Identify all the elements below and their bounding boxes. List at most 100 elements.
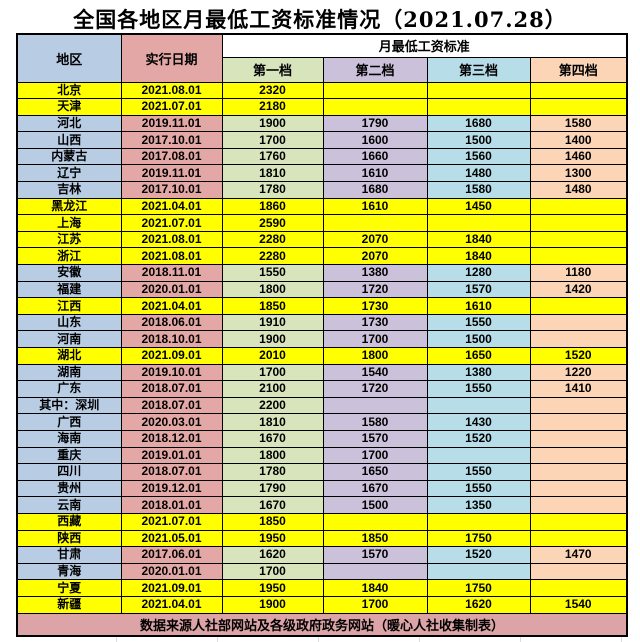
cell-tier2: 1600 bbox=[322, 131, 428, 149]
cell-region: 福建 bbox=[16, 280, 122, 299]
table-row: 湖南 2019.10.01 1700 1540 1380 1220 bbox=[16, 363, 628, 382]
cell-tier2: 1790 bbox=[322, 114, 428, 133]
cell-tier3: 1550 bbox=[426, 479, 531, 498]
cell-tier3: 1430 bbox=[426, 413, 531, 431]
cell-date: 2021.09.01 bbox=[120, 347, 223, 365]
cell-tier3 bbox=[426, 562, 531, 581]
cell-tier4: 1300 bbox=[529, 164, 628, 183]
header-tier1: 第一档 bbox=[221, 56, 324, 83]
wage-table: 地区 实行日期 月最低工资标准 第一档 第二档 第三档 第四档 北京 2021.0… bbox=[16, 33, 629, 637]
table-row: 山东 2018.06.01 1910 1730 1550 bbox=[16, 313, 628, 332]
cell-region: 内蒙古 bbox=[16, 147, 122, 166]
cell-tier3 bbox=[426, 98, 531, 116]
table-row: 湖北 2021.09.01 2010 1800 1650 1520 bbox=[16, 347, 628, 365]
cell-date: 2021.05.01 bbox=[120, 529, 223, 548]
cell-tier4 bbox=[529, 297, 628, 315]
cell-tier1: 1700 bbox=[221, 363, 324, 382]
cell-tier1: 2200 bbox=[221, 396, 324, 415]
cell-date: 2017.10.01 bbox=[120, 181, 223, 199]
cell-tier2: 1700 bbox=[322, 595, 428, 614]
cell-tier2 bbox=[322, 396, 428, 415]
cell-tier3: 1450 bbox=[426, 197, 531, 216]
cell-region: 辽宁 bbox=[16, 164, 122, 183]
cell-tier1: 1900 bbox=[221, 330, 324, 348]
table-row: 云南 2018.01.01 1670 1500 1350 bbox=[16, 496, 628, 514]
cell-tier1: 1810 bbox=[221, 413, 324, 431]
table-row: 重庆 2019.01.01 1800 1700 bbox=[16, 446, 628, 465]
cell-tier2: 1700 bbox=[322, 446, 428, 465]
cell-tier3: 1480 bbox=[426, 164, 531, 183]
cell-tier4: 1480 bbox=[529, 181, 628, 199]
cell-tier3: 1550 bbox=[426, 380, 531, 398]
cell-date: 2018.06.01 bbox=[120, 313, 223, 332]
cell-date: 2018.07.01 bbox=[120, 380, 223, 398]
cell-tier3 bbox=[426, 512, 531, 531]
table-row: 广东 2018.07.01 2100 1720 1550 1410 bbox=[16, 380, 628, 398]
header-tier4: 第四档 bbox=[529, 56, 628, 83]
cell-tier4: 1520 bbox=[529, 347, 628, 365]
table-row: 海南 2018.12.01 1670 1570 1520 bbox=[16, 429, 628, 448]
cell-tier1: 1910 bbox=[221, 313, 324, 332]
cell-tier1: 1670 bbox=[221, 429, 324, 448]
cell-tier3: 1500 bbox=[426, 131, 531, 149]
table-body: 北京 2021.08.01 2320 天津 2021.07.01 2180 河北 2019.1… bbox=[16, 81, 628, 614]
table-row: 内蒙古 2017.08.01 1760 1660 1560 1460 bbox=[16, 147, 628, 166]
cell-region: 河南 bbox=[16, 330, 122, 348]
table-row: 黑龙江 2021.04.01 1860 1610 1450 bbox=[16, 197, 628, 216]
cell-date: 2017.08.01 bbox=[120, 147, 223, 166]
cell-region: 新疆 bbox=[16, 595, 122, 614]
cell-region: 浙江 bbox=[16, 247, 122, 266]
cell-tier2 bbox=[322, 214, 428, 232]
cell-region: 河北 bbox=[16, 114, 122, 133]
cell-tier2 bbox=[322, 512, 428, 531]
cell-tier1: 1950 bbox=[221, 529, 324, 548]
cell-region: 上海 bbox=[16, 214, 122, 232]
cell-tier1: 1850 bbox=[221, 297, 324, 315]
cell-date: 2018.10.01 bbox=[120, 330, 223, 348]
header-region: 地区 bbox=[16, 33, 122, 83]
table-row: 贵州 2019.12.01 1790 1670 1550 bbox=[16, 479, 628, 498]
cell-tier2: 1720 bbox=[322, 380, 428, 398]
cell-region: 其中：深圳 bbox=[16, 396, 122, 415]
cell-tier4: 1470 bbox=[529, 546, 628, 564]
table-row: 安徽 2018.11.01 1550 1380 1280 1180 bbox=[16, 264, 628, 282]
cell-tier4: 1400 bbox=[529, 131, 628, 149]
cell-date: 2020.01.01 bbox=[120, 280, 223, 299]
table-row: 天津 2021.07.01 2180 bbox=[16, 98, 628, 116]
cell-date: 2017.06.01 bbox=[120, 546, 223, 564]
cell-tier1: 2280 bbox=[221, 247, 324, 266]
cell-tier3: 1550 bbox=[426, 463, 531, 481]
table-row: 江苏 2021.08.01 2280 2070 1840 bbox=[16, 230, 628, 249]
excel-gridlines bbox=[16, 636, 626, 642]
header-tier3: 第三档 bbox=[426, 56, 531, 83]
cell-tier4 bbox=[529, 214, 628, 232]
cell-tier2: 2070 bbox=[322, 247, 428, 266]
table-row: 河北 2019.11.01 1900 1790 1680 1580 bbox=[16, 114, 628, 133]
cell-tier4: 1220 bbox=[529, 363, 628, 382]
cell-tier2: 1700 bbox=[322, 330, 428, 348]
cell-tier4: 1410 bbox=[529, 380, 628, 398]
cell-tier1: 1950 bbox=[221, 579, 324, 597]
cell-date: 2021.08.01 bbox=[120, 81, 223, 100]
cell-tier3: 1580 bbox=[426, 181, 531, 199]
cell-tier3 bbox=[426, 446, 531, 465]
cell-tier4: 1180 bbox=[529, 264, 628, 282]
cell-tier4 bbox=[529, 197, 628, 216]
table-row: 辽宁 2019.11.01 1810 1610 1480 1300 bbox=[16, 164, 628, 183]
cell-tier4 bbox=[529, 396, 628, 415]
cell-region: 山东 bbox=[16, 313, 122, 332]
header-date: 实行日期 bbox=[120, 33, 223, 83]
table-row: 山西 2017.10.01 1700 1600 1500 1400 bbox=[16, 131, 628, 149]
cell-tier4: 1540 bbox=[529, 595, 628, 614]
cell-tier3: 1650 bbox=[426, 347, 531, 365]
cell-date: 2021.08.01 bbox=[120, 247, 223, 266]
cell-date: 2021.07.01 bbox=[120, 98, 223, 116]
table-row: 新疆 2021.04.01 1900 1700 1620 1540 bbox=[16, 595, 628, 614]
table-row: 江西 2021.04.01 1850 1730 1610 bbox=[16, 297, 628, 315]
cell-region: 山西 bbox=[16, 131, 122, 149]
cell-tier3: 1550 bbox=[426, 313, 531, 332]
cell-date: 2021.04.01 bbox=[120, 595, 223, 614]
cell-tier3 bbox=[426, 81, 531, 100]
cell-tier2: 2070 bbox=[322, 230, 428, 249]
cell-date: 2020.03.01 bbox=[120, 413, 223, 431]
